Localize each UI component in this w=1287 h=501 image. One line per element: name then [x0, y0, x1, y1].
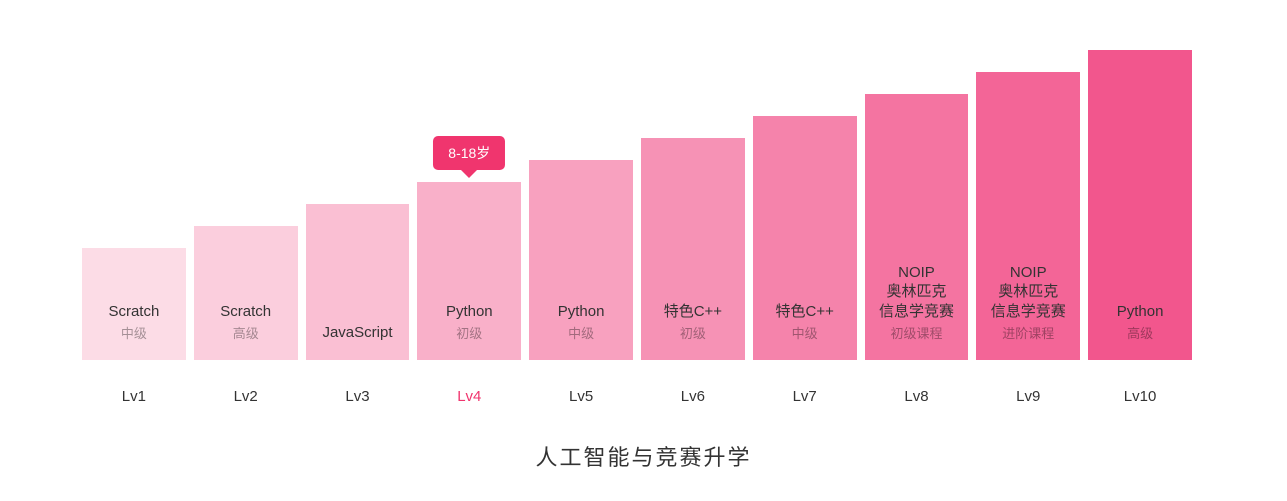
- bar-title: Python: [446, 302, 493, 322]
- level-label[interactable]: Lv1: [82, 388, 186, 405]
- chart-bar: NOIP 奥林匹克 信息学竞赛初级课程: [865, 94, 969, 360]
- level-labels-row: Lv1 Lv2 Lv3 Lv4 Lv5 Lv6 Lv7 Lv8 Lv9 Lv10: [82, 388, 1192, 405]
- level-label[interactable]: Lv10: [1088, 388, 1192, 405]
- bar-title: Scratch: [108, 302, 159, 322]
- bar-subtitle: 进阶课程: [1002, 323, 1054, 342]
- bar-title: JavaScript: [322, 323, 392, 343]
- bar-column[interactable]: 特色C++初级: [641, 138, 745, 360]
- bar-column[interactable]: Python中级: [529, 160, 633, 360]
- age-tooltip: 8-18岁: [433, 136, 505, 170]
- chart-bar: NOIP 奥林匹克 信息学竞赛进阶课程: [976, 72, 1080, 360]
- bar-title: 特色C++: [664, 302, 722, 322]
- bar-subtitle: 中级: [121, 323, 147, 342]
- chart-bar: Scratch中级: [82, 248, 186, 360]
- bar-column[interactable]: Scratch高级: [194, 226, 298, 360]
- bar-chart: Scratch中级Scratch高级JavaScriptPython初级Pyth…: [82, 60, 1192, 360]
- bar-title: Python: [1117, 302, 1164, 322]
- chart-title: 人工智能与竞赛升学: [0, 440, 1287, 472]
- level-label[interactable]: Lv9: [976, 388, 1080, 405]
- bar-title: Scratch: [220, 302, 271, 322]
- bar-title: 特色C++: [776, 302, 834, 322]
- bar-title: Python: [558, 302, 605, 322]
- bar-column[interactable]: NOIP 奥林匹克 信息学竞赛初级课程: [865, 94, 969, 360]
- level-label[interactable]: Lv2: [194, 388, 298, 405]
- bar-column[interactable]: Python高级: [1088, 50, 1192, 360]
- bar-subtitle: 中级: [568, 323, 594, 342]
- bar-subtitle: 高级: [233, 323, 259, 342]
- level-label[interactable]: Lv3: [306, 388, 410, 405]
- level-label[interactable]: Lv5: [529, 388, 633, 405]
- bar-subtitle: 初级: [680, 323, 706, 342]
- level-label[interactable]: Lv7: [753, 388, 857, 405]
- bar-title: NOIP 奥林匹克 信息学竞赛: [991, 263, 1066, 322]
- bar-column[interactable]: Python初级: [417, 182, 521, 360]
- chart-bar: Python高级: [1088, 50, 1192, 360]
- level-label[interactable]: Lv6: [641, 388, 745, 405]
- chart-bar: 特色C++初级: [641, 138, 745, 360]
- bar-subtitle: 初级课程: [890, 323, 942, 342]
- bar-title: NOIP 奥林匹克 信息学竞赛: [879, 263, 954, 322]
- bar-column[interactable]: NOIP 奥林匹克 信息学竞赛进阶课程: [976, 72, 1080, 360]
- bar-subtitle: 中级: [792, 323, 818, 342]
- level-label[interactable]: Lv4: [417, 388, 521, 405]
- bar-column[interactable]: 特色C++中级: [753, 116, 857, 360]
- bar-subtitle: 初级: [456, 323, 482, 342]
- chart-bar: Python初级: [417, 182, 521, 360]
- bar-column[interactable]: JavaScript: [306, 204, 410, 360]
- chart-bar: Scratch高级: [194, 226, 298, 360]
- chart-bar: 特色C++中级: [753, 116, 857, 360]
- level-label[interactable]: Lv8: [865, 388, 969, 405]
- chart-bar: Python中级: [529, 160, 633, 360]
- bar-subtitle: 高级: [1127, 323, 1153, 342]
- bar-column[interactable]: Scratch中级: [82, 248, 186, 360]
- chart-bar: JavaScript: [306, 204, 410, 360]
